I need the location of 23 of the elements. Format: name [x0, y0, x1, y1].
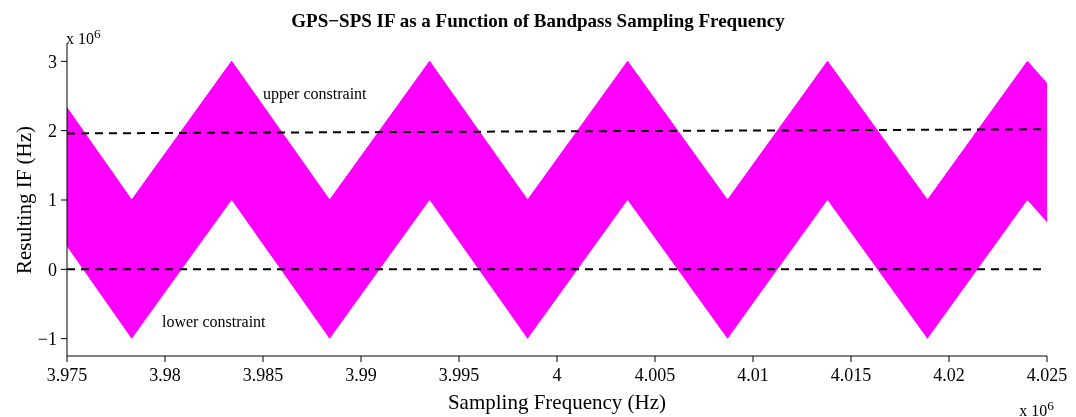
annotation: lower constraint	[162, 313, 266, 330]
x-tick-label: 4.025	[1026, 364, 1068, 385]
x-tick-label: 3.99	[345, 364, 377, 385]
y-tick-label: 1	[48, 190, 57, 211]
y-tick-label: 3	[48, 51, 57, 72]
annotation: x 10$^{6}$	[66, 26, 101, 48]
x-tick-label: 4.005	[634, 364, 676, 385]
y-tick-label: −1	[37, 329, 57, 350]
x-tick-label: 4.015	[830, 364, 872, 385]
annotation: upper constraint	[263, 85, 367, 102]
x-tick-label: 4.01	[737, 364, 769, 385]
y-axis-title: Resulting IF (Hz)	[12, 125, 36, 275]
x-tick-label: 3.985	[242, 364, 284, 385]
chart-title: GPS−SPS IF as a Function of Bandpass Sampling Frequency	[291, 10, 785, 31]
x-tick-label: 4.02	[933, 364, 965, 385]
x-tick-label: 3.995	[438, 364, 480, 385]
x-tick-label: 3.975	[46, 364, 88, 385]
y-tick-label: 0	[48, 259, 57, 280]
x-tick-label: 3.98	[149, 364, 181, 385]
text: x 10$^{6}$	[1019, 398, 1054, 417]
y-tick-label: 2	[48, 121, 57, 142]
x-tick-label: 4	[552, 364, 562, 385]
x-axis-title: Sampling Frequency (Hz)	[447, 390, 667, 414]
